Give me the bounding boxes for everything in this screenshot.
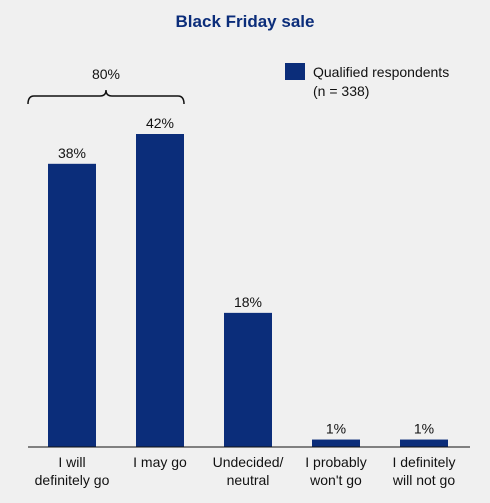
data-label-0: 38%: [58, 145, 86, 161]
category-label-2-line-1: neutral: [227, 472, 270, 488]
data-label-3: 1%: [326, 421, 346, 437]
category-labels: I will definitely go I may go Undecided/neu…: [35, 454, 456, 488]
legend: Qualified respondents (n = 338): [285, 63, 449, 99]
category-label-0-line-0: I will: [58, 454, 85, 470]
bar-4: [400, 439, 448, 447]
category-label-1-line-0: I may go: [133, 454, 187, 470]
category-label-4-line-1: will not go: [392, 472, 455, 488]
data-label-4: 1%: [414, 421, 434, 437]
bars: [48, 134, 448, 448]
legend-label-line1: Qualified respondents: [313, 64, 449, 80]
bracket: 80%: [27, 66, 185, 105]
chart-title: Black Friday sale: [176, 12, 315, 31]
data-label-1: 42%: [146, 115, 174, 131]
bracket-line: [27, 89, 185, 105]
bar-1: [136, 134, 184, 447]
bar-3: [312, 439, 360, 447]
category-label-3-line-1: won't go: [309, 472, 362, 488]
bar-2: [224, 312, 272, 447]
category-label-2-line-0: Undecided/: [213, 454, 284, 470]
category-label-4-line-0: I definitely: [392, 454, 455, 470]
legend-label-line2: (n = 338): [313, 83, 369, 99]
category-label-3-line-0: I probably: [305, 454, 366, 470]
data-label-2: 18%: [234, 294, 262, 310]
legend-swatch: [285, 63, 305, 80]
category-label-0-line-1: definitely go: [35, 472, 110, 488]
bar-0: [48, 163, 96, 448]
data-labels: 38% 42% 18% 1% 1%: [58, 115, 434, 437]
bracket-label: 80%: [92, 66, 120, 82]
